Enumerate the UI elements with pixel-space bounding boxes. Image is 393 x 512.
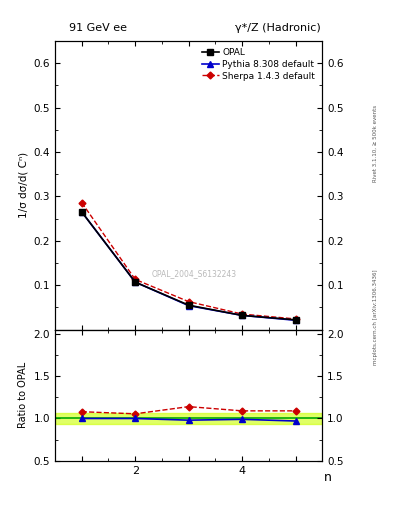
Text: γ*/Z (Hadronic): γ*/Z (Hadronic) (235, 23, 320, 33)
Bar (55, 413, 322, 424)
Line: Pythia 8.308 default: Pythia 8.308 default (78, 208, 299, 324)
OPAL (79, 209, 84, 215)
Pythia 8.308 default (133, 279, 138, 285)
Sherpa 1.4.3 default (186, 298, 191, 305)
Pythia 8.308 default (293, 317, 298, 324)
Sherpa 1.4.3 default (133, 276, 138, 283)
OPAL (293, 317, 298, 323)
OPAL (133, 279, 138, 285)
Text: 91 GeV ee: 91 GeV ee (69, 23, 127, 33)
Legend: OPAL, Pythia 8.308 default, Sherpa 1.4.3 default: OPAL, Pythia 8.308 default, Sherpa 1.4.3… (200, 46, 318, 83)
OPAL (240, 312, 244, 318)
Line: OPAL: OPAL (79, 209, 299, 323)
Pythia 8.308 default (79, 209, 84, 215)
Sherpa 1.4.3 default (293, 316, 298, 322)
Y-axis label: 1/σ dσ/d( Cⁿ): 1/σ dσ/d( Cⁿ) (18, 152, 28, 218)
X-axis label: n: n (324, 471, 332, 484)
Text: Rivet 3.1.10, ≥ 500k events: Rivet 3.1.10, ≥ 500k events (373, 105, 378, 182)
Line: Sherpa 1.4.3 default: Sherpa 1.4.3 default (79, 200, 298, 322)
Text: mcplots.cern.ch [arXiv:1306.3436]: mcplots.cern.ch [arXiv:1306.3436] (373, 270, 378, 365)
Pythia 8.308 default (186, 303, 191, 309)
Y-axis label: Ratio to OPAL: Ratio to OPAL (18, 362, 28, 429)
Sherpa 1.4.3 default (79, 200, 84, 206)
OPAL (186, 302, 191, 308)
Pythia 8.308 default (240, 312, 244, 318)
Text: OPAL_2004_S6132243: OPAL_2004_S6132243 (151, 269, 237, 278)
Sherpa 1.4.3 default (240, 311, 244, 317)
